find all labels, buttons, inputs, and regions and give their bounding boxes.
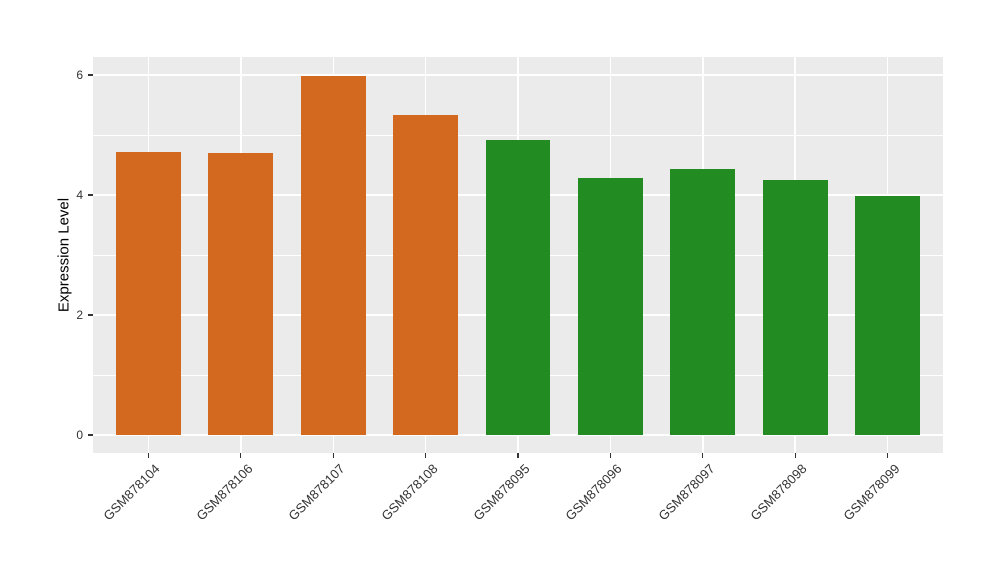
- y-tick-label: 6: [76, 68, 83, 82]
- bar-GSM878106: [208, 153, 274, 435]
- bar-GSM878096: [578, 178, 643, 435]
- plot-panel: [93, 57, 943, 453]
- bar-GSM878097: [670, 168, 736, 435]
- x-tick-mark: [147, 453, 150, 458]
- x-tick-label: GSM878108: [377, 461, 441, 524]
- x-tick-label: GSM878098: [747, 461, 810, 524]
- x-tick-label: GSM878107: [285, 461, 348, 524]
- x-tick-mark: [886, 453, 889, 458]
- bar-GSM878107: [300, 76, 366, 435]
- x-tick-mark: [517, 453, 519, 458]
- x-tick-label: GSM878095: [470, 461, 533, 524]
- x-tick-label: GSM878096: [562, 461, 625, 524]
- y-tick-mark: [88, 434, 93, 436]
- y-tick-mark: [88, 74, 93, 76]
- y-tick-label: 2: [76, 308, 83, 322]
- x-tick-mark: [609, 453, 611, 458]
- bar-GSM878095: [485, 139, 551, 435]
- bar-GSM878099: [855, 195, 920, 435]
- x-tick-mark: [332, 453, 334, 458]
- y-tick-mark: [88, 314, 93, 316]
- x-tick-mark: [425, 453, 427, 458]
- y-axis-title: Expression Level: [55, 197, 73, 313]
- x-tick-label: GSM878106: [193, 461, 256, 524]
- bar-GSM878098: [762, 180, 828, 435]
- bar-GSM878108: [393, 115, 458, 435]
- y-tick-label: 4: [76, 188, 83, 202]
- x-tick-mark: [240, 453, 242, 458]
- x-tick-mark: [794, 453, 796, 458]
- x-tick-label: GSM878097: [655, 461, 718, 524]
- x-tick-label: GSM878104: [100, 461, 164, 524]
- y-tick-label: 0: [76, 428, 83, 442]
- x-tick-mark: [702, 453, 704, 458]
- x-tick-label: GSM878099: [839, 461, 903, 524]
- bar-GSM878104: [116, 151, 181, 435]
- y-tick-mark: [88, 194, 93, 196]
